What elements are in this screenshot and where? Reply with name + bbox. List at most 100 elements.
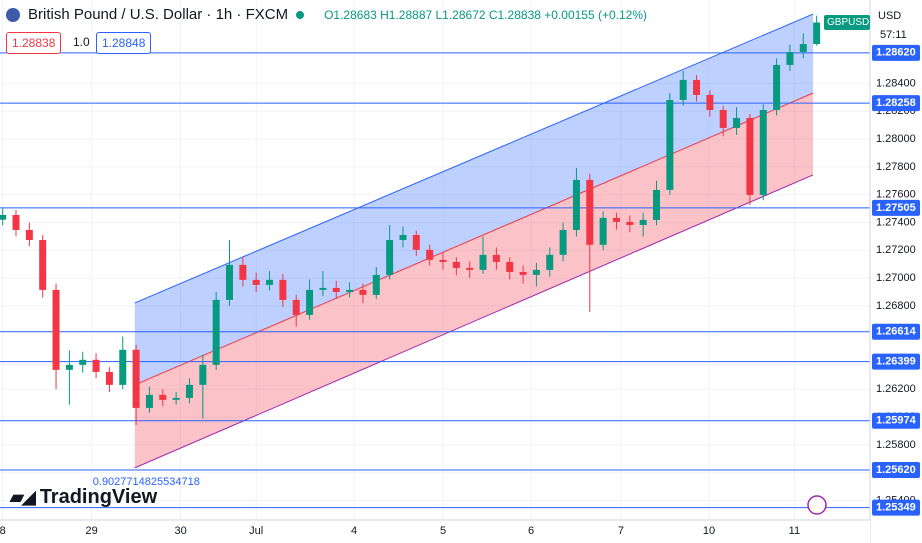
x-tick-label: 30 [174,525,186,537]
candle-body [572,179,580,230]
x-tick-label: 11 [789,525,800,537]
candle-body [0,214,7,220]
candle-body [39,239,47,290]
candle-body [532,269,540,275]
candle-body [65,364,73,370]
candle-body [599,217,607,245]
candle-body [639,219,647,225]
candle-body [92,359,100,372]
level-label-bg [872,461,920,478]
pearson-label: 0.9027714825534718 [93,476,200,488]
candle-body [746,117,754,195]
candle-body [799,44,807,52]
candle-body [386,239,394,275]
candle-body [172,397,180,400]
candle-body [25,229,33,240]
level-label: 1.25349 [876,502,916,514]
channel-lower [134,174,814,469]
candle-body [653,189,661,220]
candle-body [105,371,113,385]
candle-body [679,79,687,100]
level-label-bg [872,95,920,112]
y-tick-label: 1.27000 [876,272,916,284]
level-label-bg [872,412,920,429]
candle-body [359,289,367,295]
candle-body [226,264,234,300]
candle-body [733,117,741,128]
x-tick-label: 10 [703,525,715,537]
channel-lower-fill [134,93,814,468]
level-label-bg [872,323,920,340]
channel-middle [134,92,814,386]
candle-body [52,289,60,370]
candle-body [786,52,794,65]
y-tick-label: 1.26800 [876,300,916,312]
y-tick-label: 1.27400 [876,216,916,228]
candle-body [492,254,500,262]
level-label: 1.26614 [876,326,917,338]
y-tick-label: 1.25800 [876,439,916,451]
x-tick-label: 29 [86,525,98,537]
candle-body [412,234,420,250]
level-label-bg [872,44,920,61]
y-tick-label: 1.27800 [876,161,916,173]
candle-body [346,289,354,292]
candle-body [132,349,140,408]
candle-body [252,279,260,285]
x-tick-label: 4 [351,525,357,537]
y-tick-label: 1.26200 [876,383,916,395]
candle-body [372,274,380,295]
candle-body [813,22,821,45]
candle-body [452,261,460,268]
candle-body [159,394,167,400]
level-label-bg [872,353,920,370]
level-label-bg [872,499,920,516]
channel-upper-fill [134,14,814,385]
candle-body [199,364,207,385]
candle-body [439,259,447,262]
candle-body [332,287,340,292]
candle-body [12,214,20,230]
logo-icon: ▰◢ [10,487,36,507]
candle-body [693,79,701,95]
buy-button[interactable]: 1.28848 [96,32,152,54]
candle-body [719,109,727,128]
candle-body [119,349,127,385]
candle-body [266,279,274,285]
candle-body [466,267,474,270]
symbol[interactable]: British Pound / U.S. Dollar · 1h · FXCM [28,6,289,23]
level-label-bg [872,199,920,216]
ohlc: O1.28683 H1.28887 L1.28672 C1.28838 +0.0… [324,7,648,22]
y-tick-label: 1.27200 [876,244,916,256]
candle-body [79,359,87,365]
candle-body [426,249,434,260]
candle-body [546,254,554,270]
candle-body [626,221,634,225]
x-tick-label: 6 [528,525,534,537]
alert-icon[interactable] [807,495,827,515]
logo-text: TradingView [39,486,158,508]
sell-button[interactable]: 1.28838 [6,32,62,54]
time-axis-bg [0,520,870,543]
candle-body [145,394,153,408]
candle-body [559,229,567,255]
candle-body [306,289,314,315]
price-axis-bg [870,0,922,543]
header: British Pound / U.S. Dollar · 1h · FXCM … [6,6,647,23]
level-label: 1.28620 [876,47,916,59]
candle-body [185,384,193,398]
level-label: 1.26399 [876,356,916,368]
candle-body [706,94,714,110]
candle-body [666,99,674,190]
candle-body [319,287,327,290]
quantity[interactable]: 1.0 [68,32,95,52]
flag-icon [6,7,20,22]
level-label: 1.27505 [876,202,916,214]
x-tick-label: 5 [440,525,446,537]
x-tick-label: Jul [249,525,263,537]
x-tick-label: 8 [0,525,6,537]
ticker-bg [824,15,870,30]
candle-body [212,299,220,365]
